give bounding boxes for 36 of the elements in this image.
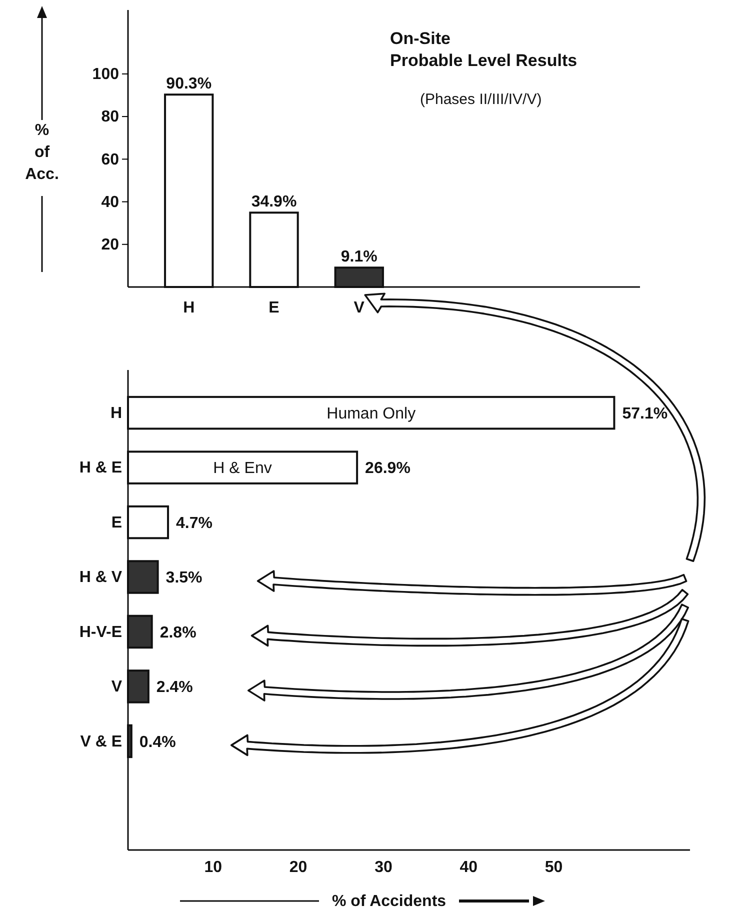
data-label: 2.8% (160, 624, 196, 642)
x-tick-label: E (268, 299, 280, 316)
data-label: 57.1% (622, 405, 668, 422)
data-label: 2.4% (156, 679, 193, 696)
y-axis-title: % of Acc. (25, 122, 59, 183)
data-label: 26.9% (365, 460, 410, 478)
x-tick-label: 20 (289, 859, 308, 876)
data-label: 4.7% (176, 514, 212, 532)
data-label: 9.1% (340, 248, 378, 266)
y-tick-label: H & V (79, 569, 122, 586)
x-tick-label: H (183, 299, 195, 316)
y-tick-label: 40 (101, 194, 120, 211)
text: On-Site Probable Level Results (390, 29, 578, 70)
x-tick-label: V (354, 299, 365, 316)
data-label: 3.5% (166, 570, 202, 587)
x-tick-label: 10 (204, 859, 222, 876)
y-tick-label: V (111, 678, 122, 696)
y-tick-label: 60 (101, 151, 120, 168)
text: (Phases II/III/IV/V) (420, 91, 542, 108)
y-tick-label: H-V-E (79, 624, 122, 641)
x-tick-label: 50 (544, 859, 563, 876)
x-axis-title: % of Accidents (332, 893, 446, 910)
data-label: 0.4% (139, 734, 176, 751)
y-tick-label: H (110, 404, 122, 422)
x-tick-label: 40 (460, 859, 478, 876)
annotation: H & Env (213, 460, 272, 478)
y-tick-label: H & E (79, 460, 122, 477)
y-tick-label: V & E (80, 733, 122, 750)
data-label: 90.3% (166, 76, 212, 93)
annotation: Human Only (326, 405, 416, 422)
x-tick-label: 30 (374, 859, 392, 876)
y-tick-label: 20 (101, 236, 120, 254)
y-tick-label: 100 (92, 66, 120, 84)
y-tick-label: E (111, 514, 122, 532)
data-label: 34.9% (251, 194, 297, 211)
y-tick-label: 80 (101, 108, 120, 126)
